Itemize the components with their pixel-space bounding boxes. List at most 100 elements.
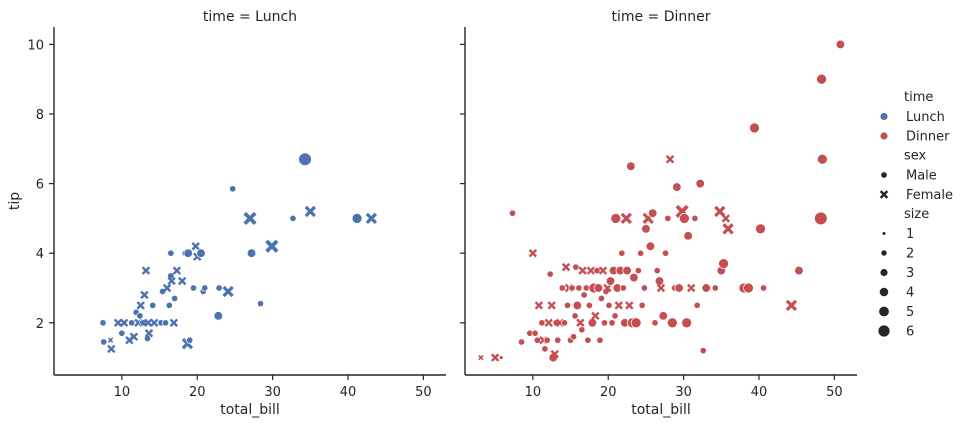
point-dinner-66 — [622, 265, 632, 276]
x-tick-label: 10 — [114, 385, 131, 400]
legend-marker-female — [879, 190, 889, 199]
point-dinner-34 — [576, 318, 585, 328]
point-dinner-49 — [598, 266, 608, 275]
point-dinner-3 — [508, 209, 517, 217]
x-axis-label-lunch: total_bill — [220, 402, 280, 418]
point-lunch-43 — [201, 284, 209, 292]
point-dinner-96 — [686, 283, 696, 293]
point-dinner-18 — [550, 349, 559, 359]
point-dinner-33 — [575, 284, 583, 292]
point-dinner-44 — [591, 311, 600, 321]
point-dinner-28 — [568, 284, 576, 292]
point-lunch-1 — [100, 338, 108, 346]
point-dinner-14 — [544, 318, 553, 328]
x-tick-label: 20 — [600, 385, 617, 400]
point-dinner-2 — [498, 355, 504, 360]
y-tick-label: 8 — [36, 108, 44, 123]
point-lunch-45 — [215, 284, 223, 292]
point-dinner-103 — [714, 205, 726, 218]
legend-label-female: Female — [906, 188, 953, 203]
panel-dinner: time = Dinner 10 20 30 40 50 total_bill — [460, 9, 857, 418]
point-lunch-36 — [183, 248, 193, 258]
point-dinner-9 — [534, 301, 544, 310]
point-dinner-88 — [666, 317, 678, 329]
point-dinner-99 — [695, 178, 705, 189]
point-dinner-50 — [600, 319, 609, 327]
point-lunch-2 — [107, 337, 114, 343]
point-dinner-6 — [528, 248, 538, 258]
point-dinner-112 — [759, 284, 768, 292]
point-dinner-7 — [531, 329, 539, 337]
legend-title-time: time — [904, 90, 933, 105]
x-tick-label: 40 — [751, 385, 768, 400]
point-dinner-40 — [585, 301, 593, 309]
point-lunch-41 — [196, 248, 206, 258]
point-dinner-78 — [645, 241, 656, 251]
point-dinner-70 — [629, 272, 639, 283]
point-dinner-23 — [560, 319, 569, 327]
point-dinner-55 — [608, 319, 616, 327]
point-dinner-35 — [578, 326, 586, 334]
point-lunch-38 — [189, 284, 198, 292]
y-tick-label: 4 — [36, 247, 44, 262]
point-lunch-16 — [141, 266, 151, 275]
y-axis-label: tip — [7, 192, 23, 210]
point-lunch-56 — [365, 212, 378, 225]
point-dinner-52 — [603, 283, 612, 293]
legend-marker-size-2 — [881, 250, 887, 256]
point-dinner-67 — [625, 301, 634, 310]
x-tick-label: 20 — [189, 385, 206, 400]
legend-marker-size-6 — [878, 325, 890, 337]
point-dinner-80 — [651, 319, 659, 327]
point-dinner-37 — [580, 291, 588, 299]
point-lunch-30 — [169, 318, 179, 328]
point-dinner-71 — [630, 317, 642, 329]
point-dinner-90 — [672, 182, 682, 192]
point-dinner-110 — [749, 122, 760, 134]
point-lunch-0 — [99, 319, 107, 327]
point-dinner-105 — [718, 258, 729, 269]
legend-title-size: size — [904, 207, 929, 222]
point-dinner-115 — [814, 211, 828, 226]
legend-label-male: Male — [906, 169, 937, 184]
point-dinner-101 — [701, 283, 711, 293]
point-lunch-39 — [191, 242, 200, 251]
point-dinner-65 — [620, 212, 632, 225]
x-ticks-lunch: 10 20 30 40 50 — [114, 375, 432, 400]
panel-title-dinner: time = Dinner — [611, 9, 710, 25]
y-tick-label: 10 — [27, 38, 44, 53]
point-dinner-57 — [611, 312, 619, 320]
point-lunch-32 — [172, 266, 182, 275]
point-dinner-73 — [637, 249, 645, 257]
point-dinner-24 — [561, 262, 571, 272]
point-dinner-1 — [490, 353, 500, 362]
legend-marker-lunch — [880, 112, 888, 121]
point-dinner-93 — [679, 213, 690, 224]
point-lunch-31 — [171, 294, 179, 302]
point-lunch-29 — [167, 276, 176, 286]
point-lunch-33 — [177, 276, 187, 286]
point-lunch-46 — [222, 285, 234, 298]
legend-label-lunch: Lunch — [906, 110, 945, 125]
point-lunch-14 — [139, 319, 147, 327]
point-dinner-76 — [641, 224, 651, 234]
point-dinner-53 — [605, 301, 613, 309]
x-tick-label: 30 — [264, 385, 281, 400]
point-dinner-82 — [654, 276, 665, 286]
legend-marker-size-3 — [880, 268, 888, 277]
point-dinner-113 — [785, 299, 798, 312]
legend-label-size-2: 2 — [906, 247, 914, 262]
legend: time Lunch Dinner sex Male Female size 1 2 3 4 5 6 — [878, 90, 953, 340]
point-dinner-116 — [816, 73, 827, 85]
point-dinner-0 — [478, 354, 484, 361]
point-dinner-29 — [570, 333, 578, 341]
point-lunch-54 — [304, 205, 316, 218]
point-dinner-15 — [546, 270, 554, 278]
y-tick-label: 2 — [36, 317, 44, 332]
point-dinner-100 — [699, 347, 707, 355]
point-dinner-118 — [835, 39, 846, 50]
point-dinner-22 — [558, 284, 566, 292]
point-dinner-98 — [693, 301, 701, 309]
point-dinner-63 — [619, 284, 627, 292]
